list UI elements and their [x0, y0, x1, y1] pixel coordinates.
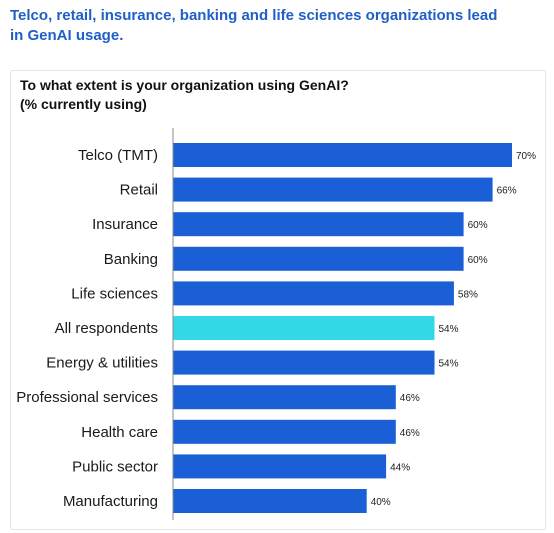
category-label: Telco (TMT): [78, 147, 158, 164]
bar: [173, 489, 367, 513]
value-label: 66%: [497, 186, 517, 197]
value-label: 46%: [400, 428, 420, 439]
category-label: Life sciences: [71, 285, 158, 302]
bar: [173, 281, 454, 306]
category-label: Retail: [120, 182, 158, 199]
bar: [173, 385, 396, 410]
value-label: 40%: [371, 497, 391, 508]
bar: [173, 316, 435, 340]
value-label: 70%: [516, 151, 536, 162]
value-label: 54%: [439, 324, 459, 335]
chart-question-line1: To what extent is your organization usin…: [20, 77, 349, 93]
value-label: 60%: [468, 255, 488, 266]
category-label: Energy & utilities: [46, 355, 158, 372]
category-label: Insurance: [92, 216, 158, 233]
value-label: 60%: [468, 220, 488, 231]
bar: [173, 177, 493, 202]
value-label: 44%: [390, 462, 410, 473]
bar: [173, 212, 464, 237]
value-label: 46%: [400, 393, 420, 404]
value-label: 58%: [458, 289, 478, 300]
chart-question-line2: (% currently using): [20, 96, 147, 112]
chart-question: To what extent is your organization usin…: [20, 76, 500, 114]
chart-headline: Telco, retail, insurance, banking and li…: [10, 7, 498, 44]
bar: [173, 419, 396, 444]
category-label: Health care: [81, 424, 158, 441]
bar: [173, 143, 512, 167]
category-label: Banking: [104, 251, 158, 268]
bar: [173, 454, 387, 479]
value-label: 54%: [439, 359, 459, 370]
category-label: All respondents: [55, 320, 158, 337]
category-label: Professional services: [16, 389, 158, 406]
bar: [173, 246, 464, 271]
category-label: Public sector: [72, 458, 158, 475]
bar: [173, 350, 435, 375]
category-label: Manufacturing: [63, 493, 158, 510]
